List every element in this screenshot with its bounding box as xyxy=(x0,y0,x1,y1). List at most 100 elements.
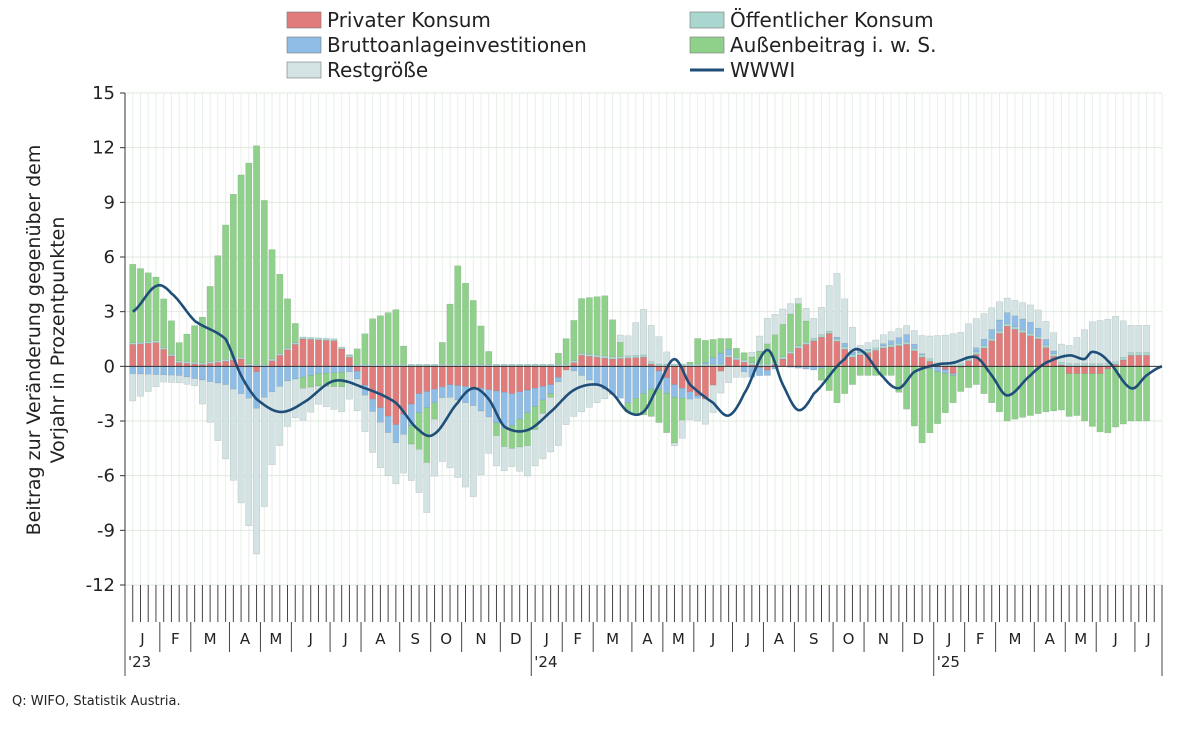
bar-bruttoanlageinvestitionen xyxy=(206,366,214,382)
bar-privater-konsum xyxy=(802,344,810,367)
bar-oeffentlicher-konsum xyxy=(291,342,299,345)
bar-privater-konsum xyxy=(818,336,825,367)
bar-bruttoanlageinvestitionen xyxy=(168,366,175,376)
bar-bruttoanlageinvestitionen xyxy=(763,369,771,376)
y-axis-label-line2: Vorjahr in Prozentpunkten xyxy=(47,217,69,464)
bar-privater-konsum xyxy=(315,339,322,367)
bar-privater-konsum xyxy=(725,357,733,367)
bar-bruttoanlageinvestitionen xyxy=(934,366,941,372)
bar-bruttoanlageinvestitionen xyxy=(1003,312,1011,324)
bar-bruttoanlageinvestitionen xyxy=(260,366,268,398)
bar-aussenbeitrag xyxy=(361,333,369,365)
x-month-label: J xyxy=(946,630,951,648)
bar-privater-konsum xyxy=(284,349,291,367)
bar-aussenbeitrag xyxy=(516,418,524,448)
bar-aussenbeitrag xyxy=(787,313,794,352)
bar-restgroesse xyxy=(771,314,779,335)
bar-restgroesse xyxy=(671,442,678,447)
x-month-label: O xyxy=(843,630,855,648)
bar-bruttoanlageinvestitionen xyxy=(1034,327,1042,337)
bar-privater-konsum xyxy=(825,333,833,367)
bar-aussenbeitrag xyxy=(709,339,717,358)
bar-oeffentlicher-konsum xyxy=(315,337,322,341)
bar-privater-konsum xyxy=(462,366,469,387)
bar-aussenbeitrag xyxy=(748,356,756,363)
bar-privater-konsum xyxy=(1034,338,1042,367)
bar-restgroesse xyxy=(655,336,663,365)
bar-privater-konsum xyxy=(570,362,578,367)
bar-aussenbeitrag xyxy=(972,366,980,385)
bar-restgroesse xyxy=(678,419,686,439)
bar-oeffentlicher-konsum xyxy=(322,338,330,341)
bar-privater-konsum xyxy=(609,358,616,367)
bar-series xyxy=(129,145,1150,555)
bar-aussenbeitrag xyxy=(291,323,299,343)
bar-privater-konsum xyxy=(849,357,856,367)
bar-bruttoanlageinvestitionen xyxy=(910,344,918,349)
bar-aussenbeitrag xyxy=(353,348,361,365)
bar-bruttoanlageinvestitionen xyxy=(516,391,524,420)
bar-aussenbeitrag xyxy=(1034,366,1042,414)
legend-label: Restgröße xyxy=(327,58,428,82)
bar-privater-konsum xyxy=(446,366,454,385)
bar-restgroesse xyxy=(222,384,229,460)
bar-oeffentlicher-konsum xyxy=(585,353,593,357)
bar-restgroesse xyxy=(578,375,585,413)
y-tick-label: 12 xyxy=(92,138,115,159)
x-month-label: F xyxy=(573,630,582,648)
bar-restgroesse xyxy=(1027,304,1034,323)
bar-restgroesse xyxy=(926,335,934,359)
x-month-label: F xyxy=(171,630,180,648)
legend-swatch xyxy=(286,61,322,79)
x-month-label: M xyxy=(1074,630,1087,648)
bar-aussenbeitrag xyxy=(400,345,407,365)
bar-restgroesse xyxy=(763,318,771,345)
bar-bruttoanlageinvestitionen xyxy=(137,366,144,375)
bar-privater-konsum xyxy=(1073,366,1081,374)
bar-bruttoanlageinvestitionen xyxy=(214,366,222,384)
bar-privater-konsum xyxy=(531,366,539,389)
bar-privater-konsum xyxy=(168,355,175,367)
bar-restgroesse xyxy=(632,322,640,356)
x-month-label: D xyxy=(912,630,924,648)
bar-aussenbeitrag xyxy=(129,264,137,343)
bar-privater-konsum xyxy=(1143,355,1150,367)
bar-privater-konsum xyxy=(485,366,493,390)
bar-bruttoanlageinvestitionen xyxy=(291,366,299,380)
bar-bruttoanlageinvestitionen xyxy=(400,414,407,435)
bar-aussenbeitrag xyxy=(315,373,322,387)
bar-privater-konsum xyxy=(996,333,1003,367)
bar-aussenbeitrag xyxy=(702,340,709,363)
bar-bruttoanlageinvestitionen xyxy=(903,334,911,343)
y-tick-labels: 15 12 9 6 3 0 -3 -6 -9 -12 xyxy=(86,83,115,596)
bar-oeffentlicher-konsum xyxy=(152,340,160,343)
source-note: Q: WIFO, Statistik Austria. xyxy=(12,694,181,709)
bar-privater-konsum xyxy=(493,366,500,392)
x-axis: J F M A M J J A S O N D J F M A M J J A S O N D J F M A M J J'23'24'25 xyxy=(124,585,1163,676)
x-month-label: A xyxy=(642,630,653,648)
bar-restgroesse xyxy=(887,331,895,341)
bar-oeffentlicher-konsum xyxy=(307,337,315,340)
bar-privater-konsum xyxy=(322,340,330,367)
bar-restgroesse xyxy=(284,380,291,427)
bar-bruttoanlageinvestitionen xyxy=(191,366,199,379)
bar-restgroesse xyxy=(469,405,477,497)
bar-oeffentlicher-konsum xyxy=(1019,329,1027,333)
bar-oeffentlicher-konsum xyxy=(647,361,655,365)
bar-aussenbeitrag xyxy=(593,296,601,356)
y-tick-label: 6 xyxy=(104,247,115,268)
bar-privater-konsum xyxy=(1088,366,1096,374)
bar-privater-konsum xyxy=(1096,366,1104,374)
bar-aussenbeitrag xyxy=(647,388,655,417)
bar-aussenbeitrag xyxy=(949,375,957,403)
bar-privater-konsum xyxy=(477,366,485,389)
x-month-label: J xyxy=(710,630,715,648)
bar-oeffentlicher-konsum xyxy=(168,353,175,357)
bar-bruttoanlageinvestitionen xyxy=(315,366,322,374)
bar-restgroesse xyxy=(400,434,407,474)
bar-restgroesse xyxy=(717,370,725,394)
bar-privater-konsum xyxy=(469,366,477,388)
x-month-label: S xyxy=(410,630,420,648)
legend-item-privater-konsum: Privater Konsum xyxy=(286,8,491,32)
bar-privater-konsum xyxy=(585,356,593,367)
